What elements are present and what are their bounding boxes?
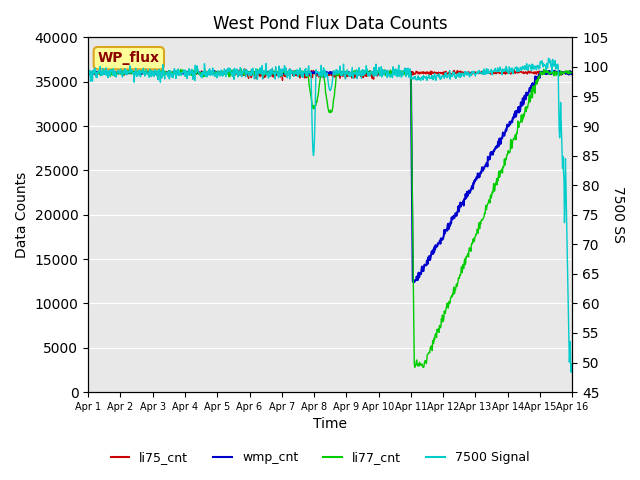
X-axis label: Time: Time [313,418,347,432]
7500 Signal [134,73,141,79]
7500 Signal [417,78,424,84]
wmp_cnt [462,195,470,201]
7500 Signal [298,73,305,79]
li77_cnt [298,70,306,76]
7500 Signal [568,367,576,373]
li75_cnt [241,66,248,72]
li77_cnt [84,71,92,77]
wmp_cnt [568,71,576,76]
li75_cnt [134,70,141,76]
wmp_cnt [417,271,425,277]
Title: West Pond Flux Data Counts: West Pond Flux Data Counts [213,15,447,33]
Legend: li75_cnt, wmp_cnt, li77_cnt, 7500 Signal: li75_cnt, wmp_cnt, li77_cnt, 7500 Signal [106,446,534,469]
7500 Signal [470,70,478,76]
li75_cnt [463,71,470,77]
wmp_cnt [550,68,558,73]
Y-axis label: 7500 SS: 7500 SS [611,186,625,243]
7500 Signal [280,68,288,73]
li75_cnt [568,70,576,75]
wmp_cnt [280,71,288,76]
wmp_cnt [410,279,418,285]
li77_cnt [134,68,141,74]
li77_cnt [472,234,479,240]
li75_cnt [472,70,479,76]
li75_cnt [278,77,286,83]
Line: li77_cnt: li77_cnt [88,69,572,368]
wmp_cnt [298,70,305,76]
7500 Signal [84,74,92,80]
Line: li75_cnt: li75_cnt [88,69,572,80]
li77_cnt [463,254,470,260]
Line: wmp_cnt: wmp_cnt [88,71,572,282]
wmp_cnt [134,70,141,76]
li77_cnt [280,70,288,76]
li75_cnt [84,70,92,75]
li77_cnt [237,66,244,72]
Line: 7500 Signal: 7500 Signal [88,59,572,372]
li77_cnt [568,70,576,75]
wmp_cnt [84,69,92,75]
li77_cnt [417,361,425,367]
li75_cnt [298,74,306,80]
Y-axis label: Data Counts: Data Counts [15,172,29,258]
wmp_cnt [471,179,479,184]
li75_cnt [281,72,289,77]
li77_cnt [420,365,428,371]
Text: WP_flux: WP_flux [98,51,160,65]
7500 Signal [568,370,575,375]
li75_cnt [418,69,426,75]
7500 Signal [545,56,552,61]
7500 Signal [462,69,470,74]
